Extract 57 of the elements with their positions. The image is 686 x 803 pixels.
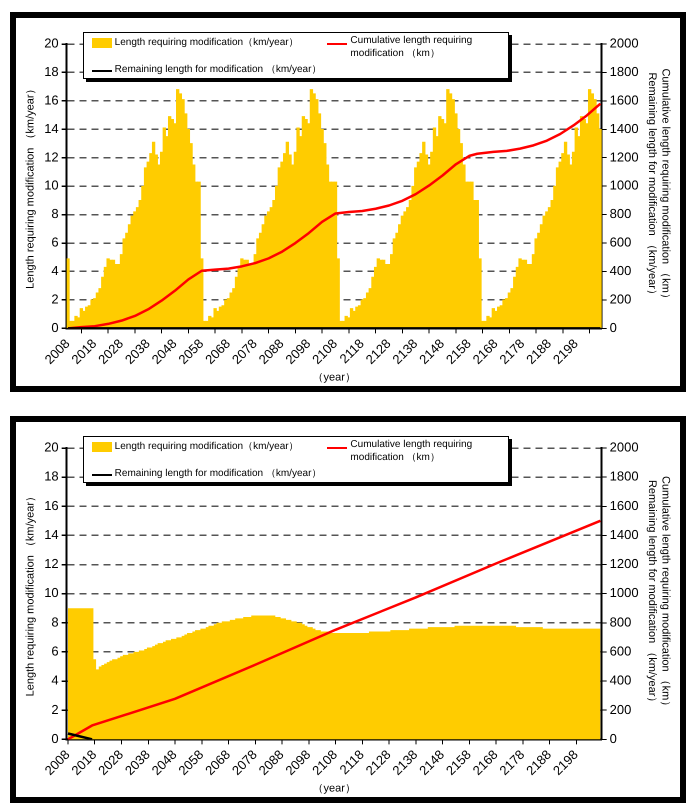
y2-tick-label: 400 bbox=[610, 672, 632, 688]
y2-tick-label: 1600 bbox=[610, 92, 639, 108]
y-tick-label: 16 bbox=[44, 498, 59, 513]
legend-label: Remaining length for modification （km/year） bbox=[114, 467, 322, 480]
y-tick-label: 12 bbox=[44, 556, 59, 572]
y-tick-label: 16 bbox=[44, 92, 59, 108]
y2-axis-title: Cumulative length requiring modification （km） Remaining length for modification （km/year） bbox=[646, 68, 672, 304]
y-tick-label: 20 bbox=[44, 36, 59, 51]
y-tick-label: 2 bbox=[51, 702, 59, 717]
legend-label: Remaining length for modification （km/year） bbox=[114, 63, 322, 76]
y2-tick-label: 1400 bbox=[610, 526, 639, 542]
bar bbox=[476, 200, 479, 328]
y-axis-title: Length requiring modification （km/year） bbox=[24, 490, 37, 696]
y-tick-label: 6 bbox=[51, 234, 59, 250]
y2-tick-label: 1000 bbox=[610, 178, 639, 193]
y-tick-label: 8 bbox=[51, 614, 59, 630]
y-tick-label: 18 bbox=[44, 468, 59, 484]
y-tick-label: 10 bbox=[44, 178, 59, 193]
y2-tick-label: 2000 bbox=[610, 440, 639, 455]
y-tick-label: 18 bbox=[44, 64, 59, 80]
y2-tick-label: 800 bbox=[610, 206, 632, 222]
y-axis-title: Length requiring modification （km/year） bbox=[24, 83, 37, 289]
y-tick-label: 0 bbox=[51, 730, 59, 746]
y2-tick-label: 1000 bbox=[610, 585, 639, 600]
legend-label: Length requiring modification（km/year） bbox=[114, 36, 299, 49]
y-tick-label: 8 bbox=[51, 206, 59, 222]
legend-label: Cumulative length requiring modification （km） bbox=[350, 439, 474, 464]
y-tick-label: 0 bbox=[51, 320, 59, 335]
y-tick-label: 20 bbox=[44, 440, 59, 455]
y-tick-label: 6 bbox=[51, 644, 59, 658]
y2-tick-label: 600 bbox=[610, 644, 632, 658]
y2-axis-title: Cumulative length requiring modification （km） Remaining length for modification （km/year） bbox=[646, 476, 672, 712]
y2-tick-label: 400 bbox=[610, 263, 632, 278]
y-tick-label: 10 bbox=[44, 585, 59, 600]
legend-label: Cumulative length requiring modification （km） bbox=[350, 35, 474, 60]
y2-tick-label: 200 bbox=[610, 291, 632, 306]
y2-tick-label: 0 bbox=[610, 730, 617, 746]
y-tick-label: 2 bbox=[51, 291, 59, 306]
y2-tick-label: 1200 bbox=[610, 149, 639, 164]
y2-tick-label: 1400 bbox=[610, 120, 639, 136]
y2-tick-label: 600 bbox=[610, 234, 632, 250]
y-tick-label: 14 bbox=[44, 526, 59, 542]
x-axis-title: （year） bbox=[312, 782, 356, 794]
legend-label: Length requiring modification（km/year） bbox=[114, 440, 299, 453]
y-tick-label: 4 bbox=[51, 263, 59, 278]
y-tick-label: 4 bbox=[51, 672, 59, 688]
y2-tick-label: 2000 bbox=[610, 36, 639, 51]
x-axis-title: （year） bbox=[312, 371, 356, 384]
y2-tick-label: 1200 bbox=[610, 556, 639, 572]
y2-tick-label: 1800 bbox=[610, 468, 639, 484]
y2-tick-label: 1800 bbox=[610, 64, 639, 80]
y-tick-label: 14 bbox=[44, 120, 59, 136]
y2-tick-label: 800 bbox=[610, 614, 632, 630]
y-tick-label: 12 bbox=[44, 149, 59, 164]
y2-tick-label: 0 bbox=[610, 320, 617, 335]
y2-tick-label: 200 bbox=[610, 702, 632, 717]
y2-tick-label: 1600 bbox=[610, 498, 639, 513]
